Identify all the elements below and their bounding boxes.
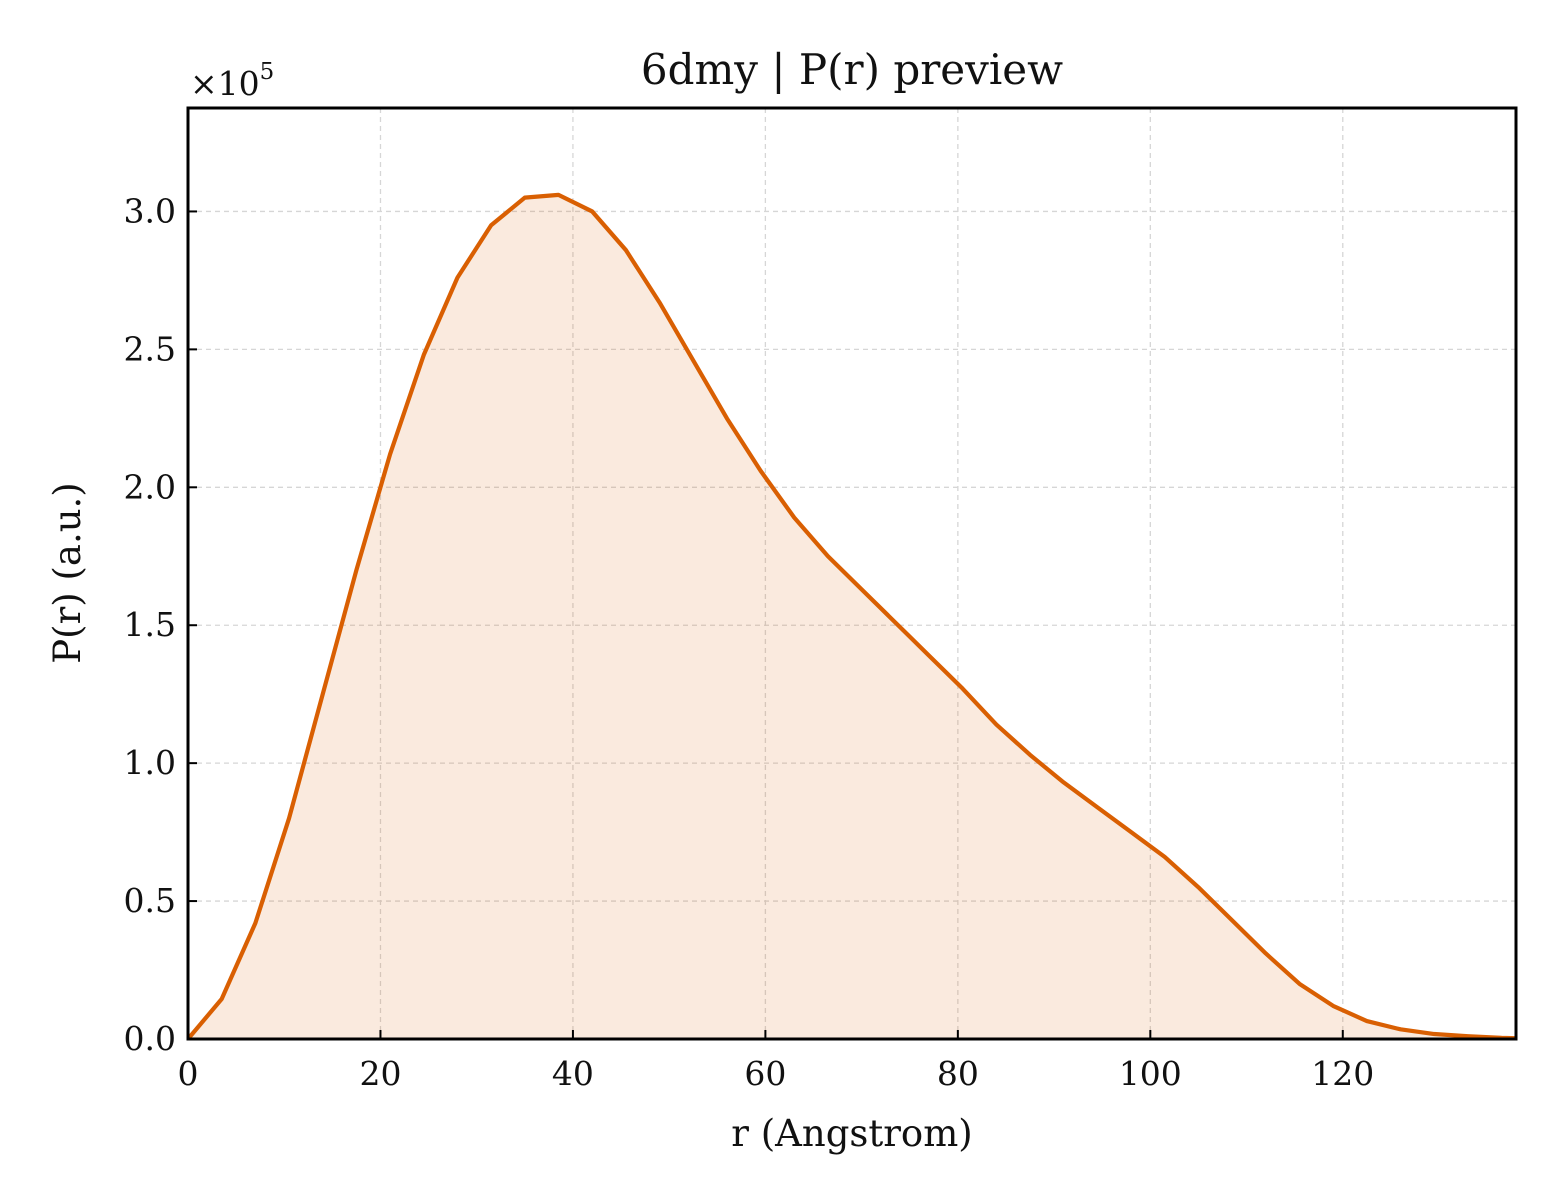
y-multiplier: ×105 [190,59,274,103]
x-tick-label: 0 [178,1054,199,1093]
y-tick-label: 1.5 [124,605,176,644]
x-tick-label: 120 [1311,1054,1374,1093]
area-fill [188,194,1516,1039]
grid [188,108,1516,1039]
x-tick-label: 100 [1119,1054,1182,1093]
x-tick-label: 80 [937,1054,979,1093]
y-tick-label: 3.0 [124,191,176,230]
chart-title: 6dmy | P(r) preview [641,45,1063,94]
plot-frame [186,106,1518,1041]
x-tick-label: 40 [552,1054,594,1093]
x-axis-label: r (Angstrom) [731,1112,972,1155]
y-tick-label: 0.0 [124,1019,176,1058]
x-tick-label: 20 [359,1054,401,1093]
x-tick-label: 60 [744,1054,786,1093]
y-tick-label: 1.0 [124,743,176,782]
y-axis-label: P(r) (a.u.) [46,482,89,664]
y-tick-label: 2.5 [124,329,176,368]
y-multiplier-exponent: 5 [260,59,275,85]
y-tick-label: 2.0 [124,467,176,506]
tick-labels: 0 20 40 60 80 100 120 0.0 0.5 1.0 1.5 2.0 2.5 3.0 [124,191,1375,1093]
y-multiplier-base: ×10 [190,64,260,103]
y-tick-label: 0.5 [124,881,176,920]
data-line [186,192,1517,1041]
